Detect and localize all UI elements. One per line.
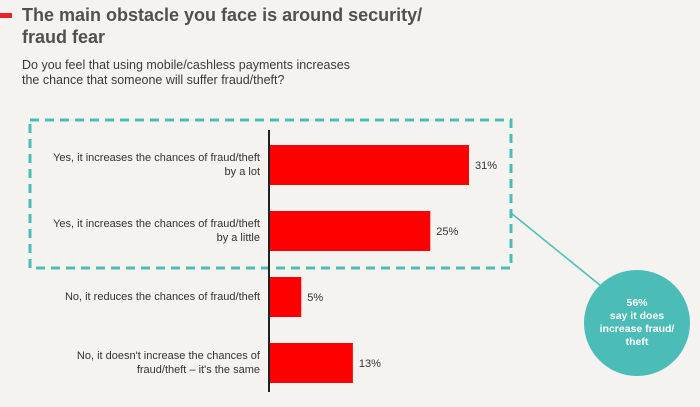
data-label: 13% <box>359 358 381 370</box>
data-label: 5% <box>307 292 323 304</box>
bar <box>269 277 302 317</box>
data-label: 25% <box>436 226 458 238</box>
page-title: The main obstacle you face is around sec… <box>22 5 423 47</box>
title-accent-bar <box>0 13 12 18</box>
data-label: 31% <box>475 160 497 172</box>
category-label: Yes, it increases the chances of fraud/t… <box>53 152 260 178</box>
callout-text: say it does increase fraud/ theft <box>599 310 675 348</box>
highlight-box <box>28 118 513 270</box>
bar <box>269 343 353 383</box>
bar <box>269 211 431 251</box>
category-label: Yes, it increases the chances of fraud/t… <box>53 218 260 244</box>
callout-connector <box>510 212 607 291</box>
category-label: No, it doesn't increase the chances of f… <box>76 350 260 376</box>
bar <box>269 145 469 185</box>
callout-value: 56% <box>626 297 648 309</box>
callout-circle: 56% say it does increase fraud/ theft <box>584 270 690 376</box>
category-label: No, it reduces the chances of fraud/thef… <box>64 291 260 303</box>
page-subtitle: Do you feel that using mobile/cashless p… <box>22 58 350 87</box>
